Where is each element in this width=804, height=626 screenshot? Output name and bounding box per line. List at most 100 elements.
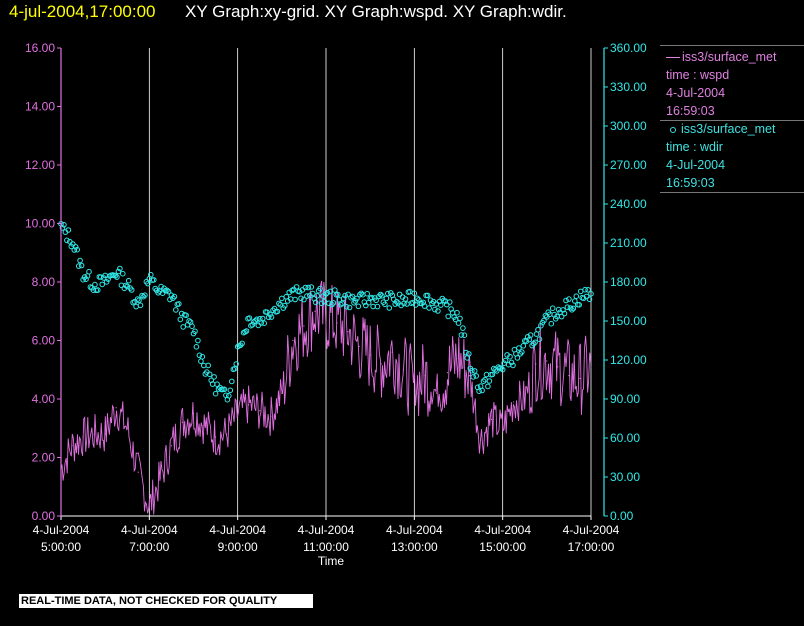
x-tick-date: 4-Jul-2004: [121, 523, 178, 537]
wdir-point: [588, 291, 594, 297]
wdir-point: [61, 222, 67, 228]
wdir-point: [536, 336, 543, 343]
wdir-point: [335, 291, 341, 298]
wdir-point: [469, 367, 475, 374]
wdir-point: [332, 287, 338, 293]
header-timestamp: 4-jul-2004,17:00:00: [9, 2, 156, 21]
wdir-point: [65, 227, 72, 233]
wspd-series: [60, 280, 592, 515]
wdir-point: [229, 378, 235, 385]
wdir-point: [463, 349, 469, 356]
wdir-point: [499, 366, 506, 373]
wspd-point: [380, 363, 382, 365]
wspd-point: [457, 357, 460, 359]
wdir-point: [569, 307, 575, 313]
wdir-point: [128, 287, 135, 293]
wdir-point: [78, 262, 85, 269]
wdir-point: [274, 308, 281, 315]
wdir-point: [136, 297, 142, 304]
legend-divider: [660, 45, 804, 46]
wdir-point: [563, 297, 569, 304]
wdir-point: [458, 332, 465, 338]
wdir-point: [382, 301, 388, 308]
right-tick-label: 330.00: [610, 80, 647, 94]
wdir-point: [572, 298, 578, 304]
wdir-point: [426, 305, 432, 311]
wdir-point: [253, 316, 260, 323]
wdir-point: [516, 345, 522, 351]
wdir-point: [151, 277, 157, 283]
wdir-point: [435, 308, 441, 314]
wdir-point: [461, 332, 468, 339]
wdir-point: [246, 315, 253, 321]
wdir-point: [346, 304, 353, 311]
wdir-point: [368, 294, 375, 301]
wdir-point: [71, 247, 78, 253]
wdir-point: [470, 374, 477, 380]
wdir-point: [345, 291, 351, 298]
wdir-point: [198, 358, 204, 365]
wdir-point: [177, 316, 184, 323]
wdir-point: [137, 302, 144, 309]
wdir-point: [460, 325, 466, 331]
x-tick-time: 11:00:00: [303, 540, 349, 554]
wdir-point: [134, 296, 141, 302]
right-tick-label: 30.00: [610, 470, 640, 484]
wdir-point: [267, 311, 273, 318]
wdir-point: [416, 297, 422, 303]
wspd-point: [502, 427, 504, 429]
wdir-point: [561, 310, 568, 317]
wdir-point: [514, 355, 521, 361]
x-tick-date: 4-Jul-2004: [474, 523, 531, 537]
x-axis-label: Time: [317, 554, 345, 568]
wdir-point: [95, 287, 101, 293]
wspd-point: [524, 398, 526, 400]
wdir-point: [502, 357, 509, 364]
wdir-point: [379, 293, 385, 299]
header-graph-titles: XY Graph:xy-grid. XY Graph:wspd. XY Grap…: [185, 2, 567, 21]
vertical-grid: [148, 48, 592, 516]
wspd-point: [181, 421, 184, 423]
wdir-point: [265, 314, 272, 321]
legend-divider: [660, 192, 804, 193]
legend-wdir-date: 4-Jul-2004: [666, 158, 726, 172]
wdir-point: [576, 302, 583, 308]
wdir-point: [566, 296, 572, 302]
wspd-point: [391, 351, 393, 353]
wdir-point: [548, 320, 555, 327]
wspd-point: [557, 366, 559, 368]
x-tick-time: 17:00:00: [568, 540, 615, 554]
left-tick-label: 4.00: [32, 392, 56, 406]
wdir-point: [142, 292, 148, 299]
wdir-point: [305, 284, 312, 291]
wdir-point: [424, 292, 431, 299]
wspd-point: [579, 377, 581, 380]
wdir-point: [193, 344, 200, 350]
wdir-point: [312, 299, 319, 306]
wdir-point: [249, 322, 256, 328]
wdir-point: [524, 334, 531, 340]
wdir-point: [72, 244, 79, 250]
wspd-point: [347, 331, 349, 333]
wdir-point: [117, 265, 123, 272]
line-swatch-icon: [666, 57, 680, 59]
left-tick-label: 8.00: [32, 275, 56, 289]
wdir-point: [454, 309, 460, 316]
wdir-point: [239, 340, 245, 347]
wdir-point: [115, 268, 122, 275]
wdir-point: [268, 314, 275, 320]
wdir-point: [348, 294, 354, 301]
wdir-point: [195, 337, 201, 344]
wdir-point: [310, 290, 316, 297]
legend-wspd-date: 4-Jul-2004: [666, 86, 726, 100]
wdir-point: [343, 304, 350, 310]
wdir-point: [520, 343, 527, 349]
wdir-point: [233, 361, 239, 367]
wdir-point: [318, 300, 325, 307]
right-tick-label: 60.00: [610, 431, 640, 445]
left-tick-label: 10.00: [25, 217, 55, 231]
wdir-point: [180, 324, 186, 330]
wdir-point: [205, 362, 211, 369]
wdir-point: [432, 306, 438, 313]
